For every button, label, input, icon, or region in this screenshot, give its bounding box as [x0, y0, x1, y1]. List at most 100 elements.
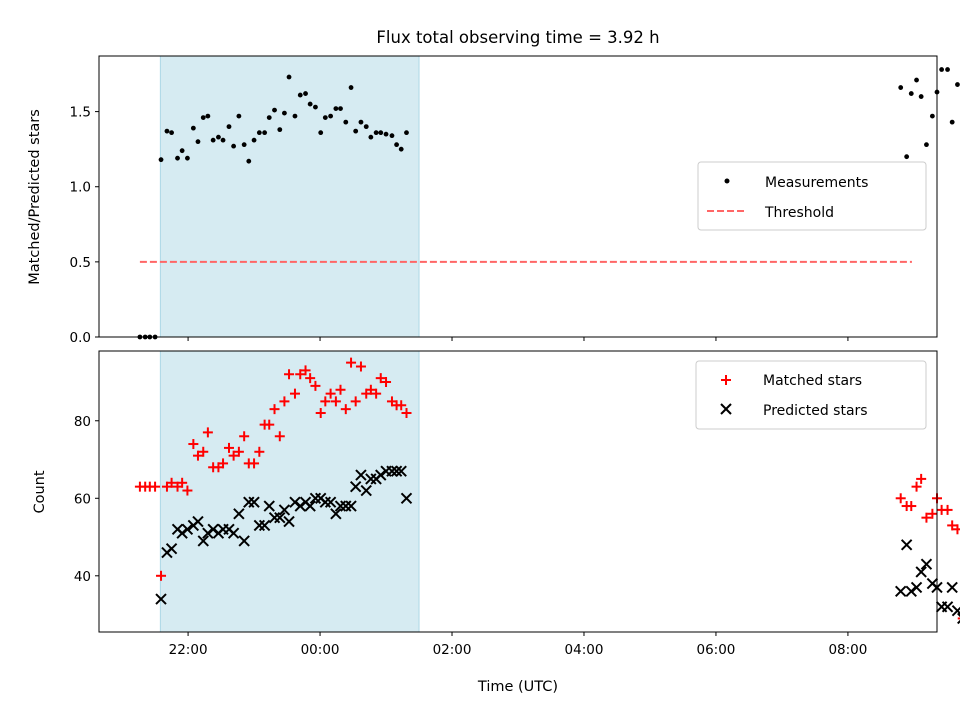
matched-star-point: [396, 400, 407, 411]
top-title: Flux total observing time = 3.92 h: [376, 28, 659, 47]
matched-star-point: [340, 404, 351, 415]
matched-star-point: [921, 512, 932, 523]
y-tick-label: 1.0: [70, 180, 91, 196]
observing-span: [159, 55, 420, 338]
top-ticks: 0.0 0.5 1.0 1.5: [70, 55, 938, 346]
matched-star-point: [150, 481, 161, 492]
matched-star-point: [156, 570, 167, 581]
predicted-star-point: [941, 601, 954, 613]
predicted-star-point: [915, 566, 927, 578]
predicted-star-point: [390, 465, 403, 477]
top-legend: Measurements Threshold: [697, 161, 927, 231]
measurement-point: [241, 142, 247, 148]
measurement-point: [918, 94, 924, 99]
x-tick-label: 00:00: [301, 642, 340, 658]
measurement-point: [313, 104, 318, 110]
y-tick-label: 0.0: [70, 330, 91, 346]
series-predicted-stars: [155, 465, 960, 625]
top-legend-box: [697, 161, 927, 231]
measurement-point: [394, 142, 399, 148]
matched-star-point: [249, 458, 260, 469]
predicted-star-point: [238, 535, 250, 547]
measurement-point: [363, 124, 369, 130]
matched-star-point: [254, 446, 265, 457]
matched-star-point: [269, 404, 280, 415]
predicted-star-point: [360, 484, 372, 497]
measurement-point: [898, 85, 904, 90]
measurement-point: [226, 124, 232, 130]
measurement-point: [210, 137, 216, 143]
predicted-star-point: [263, 500, 275, 512]
measurement-point: [373, 130, 379, 136]
matched-star-point: [365, 384, 376, 395]
predicted-star-point: [395, 465, 407, 477]
series-matched-stars: [134, 357, 960, 620]
measurement-point: [190, 125, 196, 131]
measurement-point: [169, 130, 174, 136]
legend-measurements-marker: [724, 178, 730, 184]
x-tick-label: 06:00: [696, 642, 735, 658]
measurement-point: [914, 77, 919, 83]
measurement-point: [266, 115, 272, 121]
measurement-point: [338, 106, 343, 111]
x-tick-label: 02:00: [433, 642, 472, 658]
matched-star-point: [218, 458, 229, 469]
matched-star-point: [182, 485, 193, 496]
matched-star-point: [916, 473, 927, 484]
predicted-star-point: [345, 500, 357, 512]
matched-star-point: [381, 377, 392, 388]
predicted-star-point: [233, 508, 245, 520]
measurement-point: [378, 130, 384, 136]
measurement-point: [286, 74, 292, 80]
measurement-point: [262, 130, 268, 136]
matched-star-point: [952, 524, 960, 535]
x-tick-label: 08:00: [828, 642, 867, 658]
matched-star-point: [228, 450, 239, 461]
measurement-point: [307, 101, 313, 107]
y-tick-label: 80: [74, 414, 91, 430]
matched-star-point: [198, 446, 209, 457]
measurement-point: [277, 127, 283, 133]
measurement-point: [246, 158, 252, 164]
predicted-star-point: [278, 504, 291, 516]
matched-star-point: [325, 388, 336, 399]
predicted-star-point: [910, 581, 923, 594]
matched-star-point: [233, 446, 244, 457]
measurement-point: [924, 142, 929, 148]
predicted-star-point: [400, 492, 413, 504]
predicted-star-point: [304, 500, 316, 512]
matched-star-point: [188, 439, 199, 450]
measurement-point: [328, 113, 334, 119]
measurement-point: [368, 134, 374, 140]
matched-star-point: [305, 373, 316, 384]
matched-star-point: [330, 396, 341, 407]
measurement-point: [955, 82, 960, 87]
matched-star-point: [927, 508, 938, 519]
legend-threshold-label: Threshold: [764, 205, 834, 221]
measurement-point: [205, 113, 211, 119]
matched-star-point: [947, 520, 958, 531]
bottom-legend-box: [695, 360, 927, 430]
legend-measurements-label: Measurements: [765, 175, 868, 191]
measurement-point: [322, 115, 328, 121]
predicted-star-point: [258, 519, 271, 532]
matched-star-point: [177, 477, 188, 488]
measurement-point: [175, 155, 180, 161]
x-tick-label: 22:00: [169, 642, 208, 658]
measurement-point: [343, 119, 349, 125]
predicted-star-point: [895, 585, 907, 598]
matched-star-point: [202, 427, 213, 438]
predicted-star-point: [330, 508, 342, 520]
matched-star-point: [289, 388, 300, 399]
matched-star-point: [371, 388, 382, 399]
predicted-star-point: [386, 465, 398, 477]
y-tick-label: 60: [74, 491, 91, 507]
measurement-point: [353, 128, 359, 134]
series-measurements: [137, 67, 960, 340]
matched-star-point: [335, 384, 346, 395]
bottom-x-axis-label: Time (UTC): [477, 679, 558, 695]
measurement-point: [272, 107, 277, 113]
measurement-point: [179, 148, 185, 154]
